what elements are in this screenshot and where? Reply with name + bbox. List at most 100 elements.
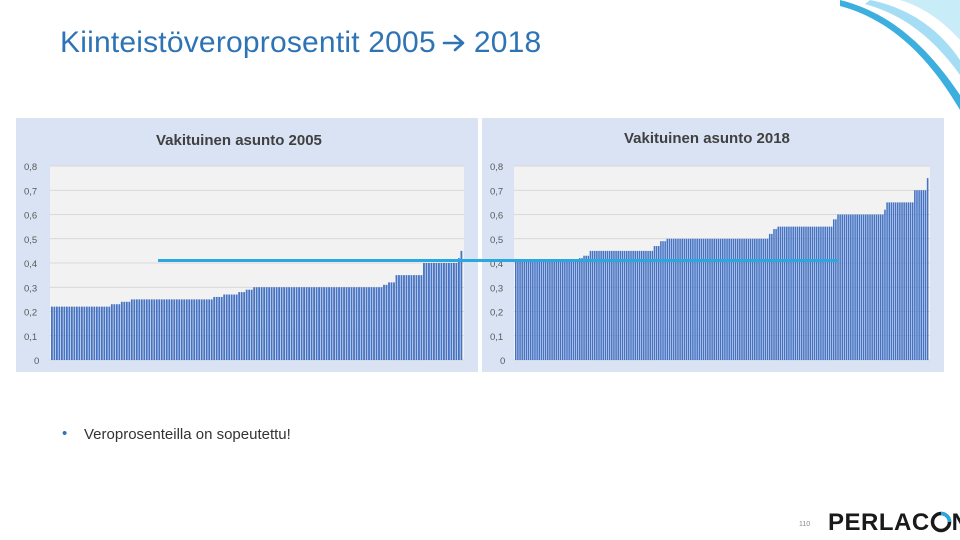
bar — [333, 287, 335, 360]
logo-text-tail: N — [952, 509, 960, 536]
bar — [275, 287, 278, 360]
bar — [809, 226, 812, 361]
bar — [909, 202, 912, 361]
bar — [871, 214, 873, 360]
bar — [51, 306, 53, 360]
bar — [547, 260, 549, 360]
bar — [538, 260, 541, 360]
bar — [230, 294, 233, 360]
bar — [55, 306, 58, 360]
bar — [423, 263, 425, 360]
bar — [745, 238, 748, 360]
bar — [345, 287, 348, 360]
bar — [83, 306, 86, 360]
bar — [636, 250, 639, 361]
bar — [638, 250, 641, 361]
bar — [90, 306, 93, 360]
bar — [450, 263, 453, 360]
bar — [606, 250, 609, 361]
bar — [805, 226, 807, 361]
bar — [260, 287, 263, 360]
bar — [75, 306, 78, 360]
y-tick-label: 0,6 — [24, 211, 37, 222]
bar — [408, 275, 410, 361]
bar — [140, 299, 143, 361]
decorative-swoosh — [840, 0, 960, 110]
bar — [664, 241, 666, 360]
reference-level-line — [158, 259, 838, 262]
bar — [837, 214, 839, 360]
bar — [270, 287, 273, 360]
bar — [894, 202, 897, 361]
bar — [73, 306, 76, 360]
bar — [683, 238, 686, 360]
bar — [68, 306, 71, 360]
bar — [662, 241, 664, 360]
bar — [707, 238, 709, 360]
bar — [542, 260, 545, 360]
bar — [148, 299, 151, 361]
bar — [625, 250, 628, 361]
y-tick-label: 0,7 — [490, 186, 503, 197]
bar — [732, 238, 735, 360]
chart-2018-title: Vakituinen asunto 2018 — [624, 130, 790, 147]
bar — [403, 275, 405, 361]
bar — [632, 250, 634, 361]
bar — [907, 202, 910, 361]
bar — [681, 238, 683, 360]
bar — [685, 238, 688, 360]
bar — [517, 260, 519, 360]
bar — [717, 238, 720, 360]
bar — [120, 301, 123, 360]
bar — [195, 299, 198, 361]
bar — [320, 287, 323, 360]
bar — [856, 214, 858, 360]
bar — [453, 263, 455, 360]
bar — [591, 250, 594, 361]
bar — [188, 299, 191, 361]
bar — [293, 287, 296, 360]
bar — [315, 287, 318, 360]
bar — [818, 226, 820, 361]
bar — [734, 238, 737, 360]
bar — [728, 238, 730, 360]
bar — [410, 275, 413, 361]
bar — [841, 214, 844, 360]
y-tick-label: 0 — [34, 356, 39, 367]
bar — [617, 250, 619, 361]
bar — [854, 214, 856, 360]
slide-title: Kiinteistöveroprosentit 2005 2018 — [60, 26, 541, 60]
title-from-year: Kiinteistöveroprosentit 2005 — [60, 26, 436, 59]
bar — [160, 299, 163, 361]
bar — [405, 275, 408, 361]
bar — [80, 306, 83, 360]
bar — [65, 306, 68, 360]
bar — [435, 263, 438, 360]
bar — [756, 238, 758, 360]
bullet-dot-icon: • — [62, 425, 68, 442]
bar — [163, 299, 166, 361]
bar — [561, 260, 564, 360]
bar — [926, 178, 929, 361]
bar — [559, 260, 562, 360]
bar — [568, 260, 570, 360]
bar — [679, 238, 681, 360]
bar — [736, 238, 739, 360]
bar — [619, 250, 622, 361]
bar — [724, 238, 726, 360]
bar — [532, 260, 534, 360]
bar — [280, 287, 283, 360]
bar — [330, 287, 333, 360]
bar — [882, 214, 884, 360]
bar — [95, 306, 98, 360]
bar — [730, 238, 733, 360]
bar — [200, 299, 203, 361]
bar — [877, 214, 880, 360]
bar — [198, 299, 201, 361]
bar — [689, 238, 692, 360]
bar — [551, 260, 553, 360]
bar — [313, 287, 315, 360]
bar — [845, 214, 848, 360]
bar — [553, 260, 555, 360]
bar — [677, 238, 679, 360]
